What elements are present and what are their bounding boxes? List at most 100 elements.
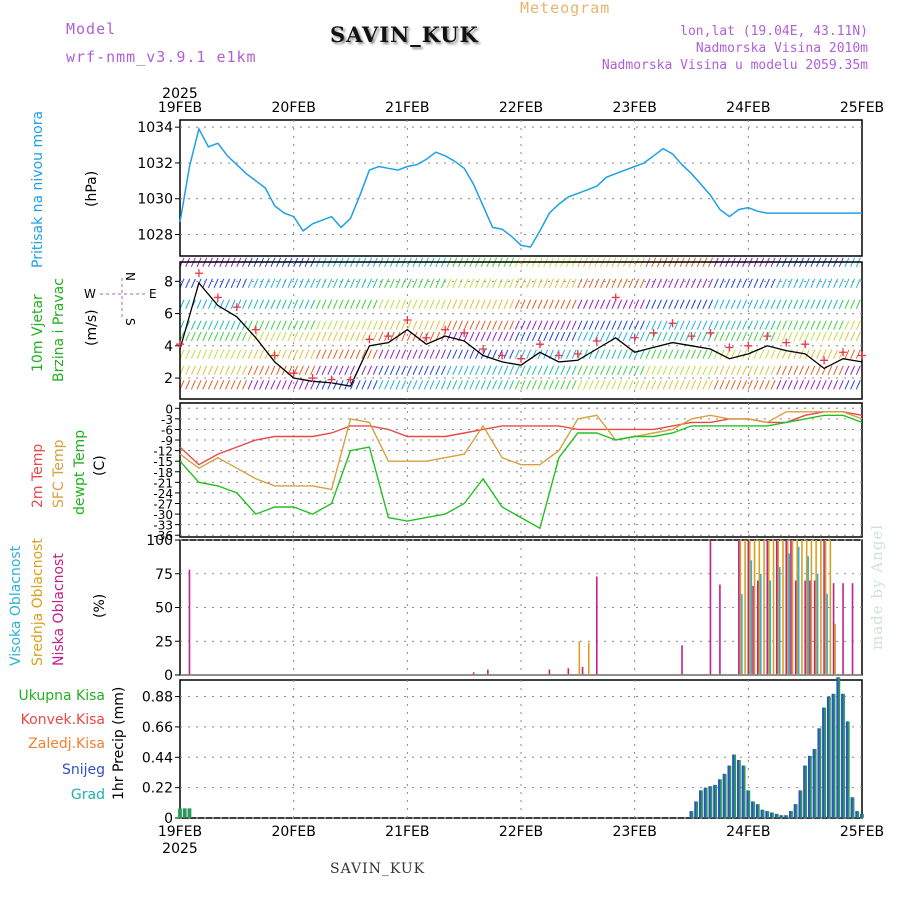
wind-barb: [440, 380, 446, 390]
wind-barb: [202, 365, 208, 376]
wind-barb: [429, 380, 435, 390]
wind-barb: [713, 320, 719, 330]
wind-barb: [213, 320, 219, 330]
wind-barb: [406, 278, 412, 288]
wind-barb: [463, 278, 469, 288]
wind-barb: [855, 380, 861, 390]
wind-ytick-label: 8: [164, 274, 173, 290]
wind-barb: [315, 331, 321, 342]
snow-bar: [808, 755, 810, 818]
wind-barb: [287, 380, 293, 390]
wind-barb: [520, 278, 526, 288]
wind-barb: [583, 380, 588, 390]
wind-barb: [622, 299, 628, 309]
wind-barb: [492, 299, 498, 309]
wind-barb: [304, 331, 310, 342]
bottom-date-label: 20FEB: [272, 824, 316, 840]
wind-barb: [736, 278, 742, 288]
wind-barb: [628, 299, 634, 309]
wind-barb: [202, 320, 208, 330]
wind-barb: [509, 331, 515, 342]
precip-ytick-label: 0.22: [142, 781, 173, 797]
wind-barb: [702, 331, 708, 342]
wind-barb: [514, 278, 520, 288]
wind-barb: [384, 380, 390, 390]
wind-ytick-label: 4: [164, 339, 173, 355]
wind-barb: [639, 365, 645, 376]
wind-barb: [520, 331, 526, 342]
wind-gust-marker: [460, 328, 469, 337]
wind-barb: [844, 349, 850, 359]
wind-barb: [702, 299, 708, 309]
wind-barb: [401, 380, 407, 390]
wind-barb: [742, 278, 748, 288]
pressure-panel-frame: [179, 119, 863, 257]
wind-barb: [685, 299, 691, 309]
snow-bar: [779, 815, 782, 818]
wind-gust-marker: [725, 343, 734, 352]
wind-barb: [480, 299, 486, 309]
wind-barb: [679, 349, 685, 359]
wind-gust-marker: [801, 340, 810, 349]
wind-barb: [753, 320, 759, 330]
wind-barb: [583, 299, 588, 309]
snow-bar: [703, 787, 706, 818]
top-date-label: 19FEB: [158, 100, 202, 116]
wind-barb: [418, 278, 424, 288]
wind-barb: [509, 380, 515, 390]
wind-barb: [588, 278, 594, 288]
wind-barb: [537, 320, 543, 330]
wind-barb: [747, 278, 753, 288]
wind-barb: [446, 278, 452, 288]
wind-barb: [418, 320, 424, 330]
wind-barb: [668, 299, 674, 309]
wind-barb: [270, 278, 276, 288]
wind-barb: [588, 380, 594, 390]
wind-barb: [634, 278, 640, 288]
wind-barb: [298, 320, 304, 330]
wind-barb: [264, 365, 270, 376]
wind-barb: [685, 349, 691, 359]
wind-barb: [543, 299, 549, 309]
wind-barb: [759, 331, 765, 342]
wind-barb: [355, 299, 361, 309]
wind-barb: [617, 380, 623, 390]
wind-barb: [338, 365, 344, 376]
cloud-ytick-label: 25: [155, 634, 173, 650]
wind-barb: [708, 380, 714, 390]
wind-barb: [566, 299, 571, 309]
snow-bar: [751, 801, 754, 818]
wind-barb: [594, 365, 600, 376]
snow-bar: [727, 765, 730, 818]
wind-barb: [372, 299, 378, 309]
wind-barb: [418, 299, 424, 309]
wind-barb: [691, 320, 696, 330]
wind-barb: [213, 365, 219, 376]
wind-barb: [497, 278, 503, 288]
wind-barb: [855, 278, 861, 288]
wind-gust-marker: [611, 293, 620, 302]
wind-barb: [577, 331, 583, 342]
wind-barb: [526, 365, 532, 376]
precip-panel-frame: [179, 679, 863, 819]
model-name: wrf-nmm_v3.9.1 e1km: [66, 48, 257, 66]
wind-barb: [804, 320, 810, 330]
wind-barb: [816, 365, 821, 376]
wind-barb: [696, 365, 702, 376]
wind-barb: [412, 380, 418, 390]
wind-barb: [850, 365, 856, 376]
wind-barb: [418, 365, 424, 376]
wind-barb: [327, 365, 333, 376]
wind-barb: [713, 365, 719, 376]
wind-barb: [486, 320, 492, 330]
wind-barb: [327, 331, 333, 342]
wind-barb: [691, 278, 696, 288]
wind-gust-marker: [270, 351, 279, 360]
wind-barb: [639, 331, 645, 342]
wind-barb: [497, 299, 503, 309]
wind-barb: [492, 365, 498, 376]
wind-barb: [543, 365, 549, 376]
temp-ytick-label: -3: [161, 413, 173, 427]
wind-barb: [418, 380, 424, 390]
